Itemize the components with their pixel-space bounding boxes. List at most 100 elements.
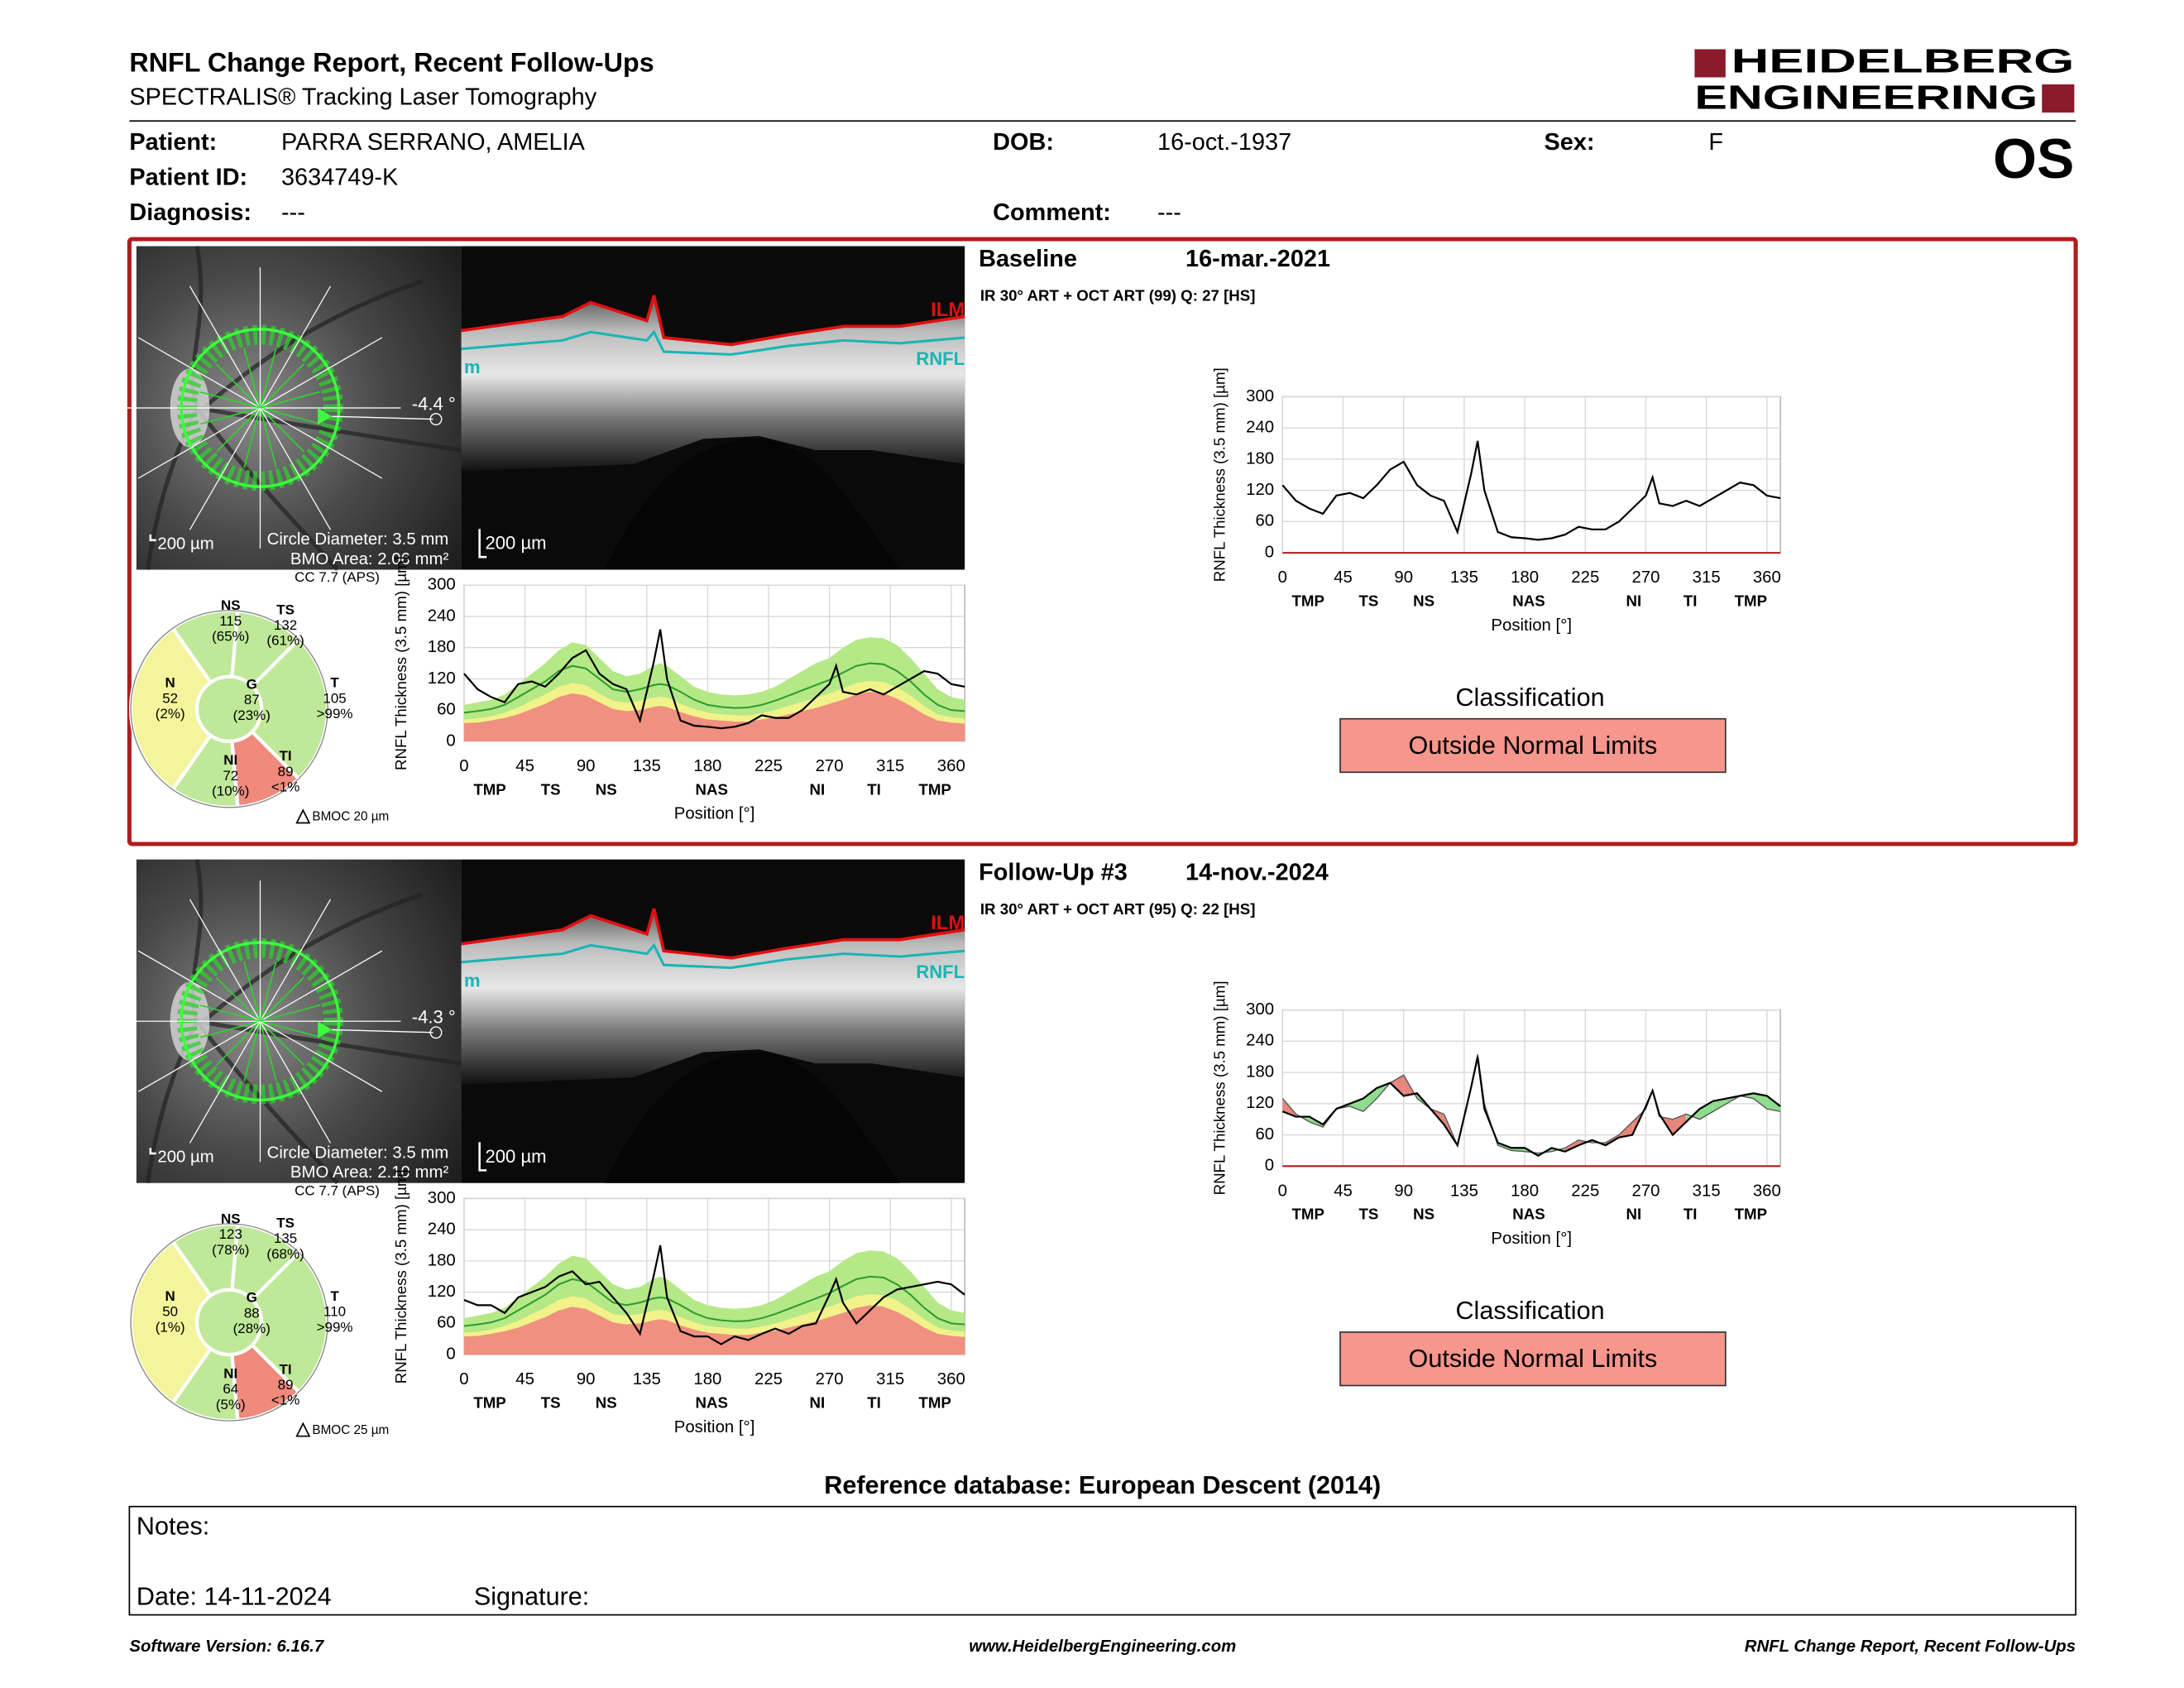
normal-band [463,692,965,741]
y-tick-label: 240 [1246,419,1274,437]
scan-spoke-green [259,961,277,1022]
notes-date: Date: 14-11-2024 [136,1582,332,1610]
x-tick-label: 180 [693,1370,721,1388]
x-tick-label: 270 [816,1370,844,1388]
sector-percentile: (1%) [156,1319,185,1335]
sector-tick-label: TS [1358,1206,1378,1223]
sector-tick-label: NI [810,1394,826,1412]
sector-tick-label: NI [1626,1206,1641,1223]
ilm-label: ILM [931,299,965,321]
logo-text: ENGINEERING [1694,78,2038,116]
change-fill [1349,1098,1363,1112]
cup-shadow [604,1052,900,1183]
scan-spoke-green [259,407,277,468]
sector-value: 88 [244,1305,260,1321]
fundus-angle: -4.4 ° [412,393,456,414]
cup-shadow [604,439,900,570]
ilm-line [461,908,965,960]
scan-spoke-green [216,1020,261,1066]
sector-tick-label: TI [867,780,881,798]
angle-line [332,1029,433,1033]
x-axis-label: Position [°] [1491,616,1572,635]
sector-percentile: >99% [317,1319,353,1335]
scan-spoke-green [259,348,277,409]
label: Diagnosis: [129,199,251,226]
scan-spoke-green [260,391,320,409]
change-fill [1564,1139,1579,1152]
bmoc-symbol [295,808,311,824]
sector-value: 64 [223,1381,238,1397]
rnfl-label: RNFL [916,348,965,369]
fundus-angle: -4.3 ° [412,1007,456,1028]
angle-line [332,415,433,420]
bmo-area: BMO Area: 2.10 mm² [290,1163,449,1182]
retina-layer [461,909,965,1085]
scale-marker [149,535,156,542]
x-tick-label: 270 [816,757,844,775]
sector-tick-label: TMP [1735,1206,1767,1223]
scan-spoke-green [259,407,305,453]
sector-value: 89 [278,1377,294,1393]
exam-date: 14-nov.-2024 [1185,859,1329,885]
value: 3634749-K [281,165,398,191]
x-tick-label: 90 [577,1370,596,1388]
x-tick-label: 360 [937,757,965,775]
rnfl-label: RNFL [916,961,965,982]
y-tick-label: 180 [428,638,456,656]
notes-signature: Signature: [474,1582,589,1610]
scan-spoke-green [259,976,304,1022]
sector-name: TI [280,1361,292,1377]
sector-name: NI [223,752,237,768]
scan-spoke-green [243,348,261,409]
y-tick-label: 0 [1265,1157,1274,1175]
x-tick-label: 0 [1278,1182,1287,1200]
value: 16-oct.-1937 [1157,129,1291,156]
scan-spoke-green [259,1020,277,1081]
scan-spoke-green [200,1020,261,1038]
sector-tick-label: NAS [1512,592,1545,610]
scan-spoke-green [259,363,304,409]
sector-cc: CC 7.7 (APS) [295,1182,380,1198]
sector-name: TI [280,748,292,764]
logo-square [1694,49,1726,78]
sector-name: TS [276,1215,295,1230]
thickness-line [463,629,965,730]
bmoc: BMOC 25 µm [312,1423,389,1437]
scan-spoke-green [260,1020,320,1038]
angle-marker [429,1026,443,1039]
sector-tick-label: TS [541,1394,561,1412]
sector-percentile: >99% [317,706,353,722]
x-tick-label: 0 [1278,568,1287,587]
sector-tick-label: NI [1626,592,1641,610]
x-tick-label: 315 [876,1370,904,1388]
scale-bar [478,529,487,559]
follow-up-line [1281,1056,1781,1157]
y-axis-label: RNFL Thickness (3.5 mm) [µm] [392,1169,410,1383]
classification: Outside Normal Limits [1409,731,1658,760]
sector-name: T [330,675,339,691]
scan-start-marker [318,1021,333,1038]
sector-percentile: (65%) [212,629,249,645]
label: DOB: [993,129,1054,156]
scale-bar [478,1142,487,1172]
sector-tick-label: TMP [473,1394,505,1412]
y-tick-label: 60 [437,1314,456,1332]
rnfl-line [461,942,965,970]
normal-mean-line [463,1275,965,1327]
scan-spoke-green [260,407,320,425]
x-tick-label: 135 [633,757,661,775]
scan-spoke-green [215,363,261,409]
logo-text: HEIDELBERG [1731,41,2075,79]
sector-value: 50 [162,1304,178,1320]
x-tick-label: 45 [1334,1182,1353,1200]
y-tick-label: 0 [446,731,455,750]
sector-percentile: <1% [271,1393,299,1408]
label: Comment: [993,199,1111,226]
sector-value: 89 [278,764,294,779]
sector-tick-label: NS [596,1394,617,1412]
sector-tick-label: NS [1413,592,1434,610]
change-fill [1699,1101,1713,1120]
